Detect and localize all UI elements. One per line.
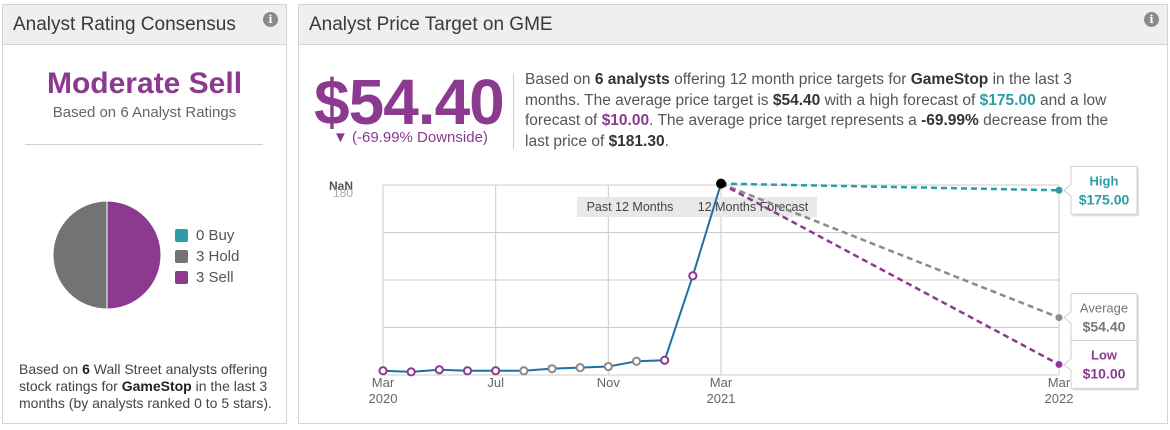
callout-name-average: Average xyxy=(1080,301,1128,316)
legend-swatch-buy xyxy=(175,229,188,242)
legend-label-sell: 3 Sell xyxy=(196,269,234,286)
history-point xyxy=(406,367,416,377)
summary-low: $10.00 xyxy=(601,112,650,129)
callout-box-average xyxy=(1070,293,1138,343)
history-point xyxy=(660,355,670,365)
forecast-line-high xyxy=(720,182,1060,192)
note-count: 6 xyxy=(82,361,90,377)
history-point xyxy=(688,271,698,281)
divider xyxy=(25,144,263,145)
downside-percent: ▼ (-69.99% Downside) xyxy=(333,129,488,146)
history-point xyxy=(575,363,585,373)
x-tick-year-label: 2021 xyxy=(707,391,736,406)
rating-panel-title: Analyst Rating Consensus xyxy=(13,14,236,35)
legend-label-buy: 0 Buy xyxy=(196,227,235,244)
history-point xyxy=(491,366,501,376)
summary-text: . xyxy=(664,132,669,150)
period-label-past: Past 12 Months xyxy=(587,200,674,214)
callout-box-low xyxy=(1070,339,1138,389)
pie-slice-hold xyxy=(52,200,108,310)
consensus-subtitle: Based on 6 Analyst Ratings xyxy=(52,104,237,121)
consensus-rating: Moderate Sell xyxy=(46,67,243,100)
x-tick-label: Mar xyxy=(372,375,395,390)
price-panel-title: Analyst Price Target on GME xyxy=(309,14,553,35)
y-tick-label: NaN xyxy=(329,179,353,193)
callout-value-high: $175.00 xyxy=(1079,191,1130,207)
history-point xyxy=(462,366,473,376)
x-tick-label: Mar xyxy=(1048,375,1071,390)
legend-swatch-sell xyxy=(175,271,188,284)
x-tick-label: Nov xyxy=(597,375,621,390)
history-point-last xyxy=(716,178,726,189)
history-point xyxy=(434,365,444,375)
x-tick-label: Mar xyxy=(710,375,733,390)
callout-box-high xyxy=(1070,165,1138,215)
rating-pie-chart xyxy=(52,200,162,310)
y-tick-label: 180 xyxy=(333,186,353,200)
forecast-point-average xyxy=(1055,314,1063,322)
summary-company: GameStop xyxy=(910,71,989,88)
price-target-panel: Analyst Price Target on GME i $54.40 ▼ (… xyxy=(298,4,1168,424)
summary-high: $175.00 xyxy=(979,91,1036,109)
forecast-point-low xyxy=(1055,360,1063,368)
callout-value-low: $10.00 xyxy=(1083,365,1126,381)
forecast-point-high xyxy=(1055,186,1063,194)
vertical-divider xyxy=(513,73,514,149)
price-target-summary: Based on 6 analysts offering 12 month pr… xyxy=(525,70,1125,152)
rating-note: Based on 6 Wall Street analysts offering… xyxy=(19,361,281,412)
summary-text: Based on xyxy=(525,71,595,88)
history-point xyxy=(603,361,613,372)
forecast-line-low xyxy=(720,182,1060,366)
legend-swatch-hold xyxy=(175,250,188,263)
summary-text: in the last 3 months. The average price … xyxy=(525,71,1072,109)
info-icon[interactable]: i xyxy=(1144,12,1159,27)
price-panel-header: Analyst Price Target on GME i xyxy=(299,5,1167,45)
summary-text: . The average price target represents a xyxy=(649,112,922,129)
callout-pointer xyxy=(1063,310,1072,325)
x-tick-year-label: 2022 xyxy=(1045,391,1074,406)
history-point xyxy=(631,356,642,366)
info-icon[interactable]: i xyxy=(263,12,278,27)
history-point xyxy=(378,366,388,376)
period-label-forecast: 12 Months Forecast xyxy=(698,200,809,214)
summary-text: offering 12 month price targets for xyxy=(669,71,911,88)
history-point xyxy=(547,364,557,374)
legend-label-hold: 3 Hold xyxy=(196,248,240,265)
pie-slice-sell xyxy=(106,200,162,310)
summary-text: decrease from the last price of xyxy=(525,112,1109,150)
rating-legend: 0 Buy 3 Hold 3 Sell xyxy=(175,225,239,288)
legend-item-sell: 3 Sell xyxy=(175,267,239,288)
note-text: Wall Street analysts offering stock rati… xyxy=(19,361,268,394)
summary-text: and a low forecast of xyxy=(525,91,1107,130)
x-tick-label: Jul xyxy=(487,375,504,390)
summary-pct: -69.99% xyxy=(921,112,979,129)
average-price-target: $54.40 xyxy=(314,66,505,138)
x-tick-year-label: 2020 xyxy=(369,391,398,406)
note-text: in the last 3 months (by analysts ranked… xyxy=(19,378,272,411)
analyst-rating-panel: Analyst Rating Consensus i Moderate Sell… xyxy=(2,4,287,424)
callout-name-high: High xyxy=(1090,173,1119,188)
history-point xyxy=(519,366,529,376)
callout-pointer xyxy=(1063,357,1072,372)
summary-text: with a high forecast of xyxy=(820,91,980,109)
summary-last-price: $181.30 xyxy=(608,132,665,150)
legend-item-buy: 0 Buy xyxy=(175,225,239,246)
callout-name-low: Low xyxy=(1091,347,1118,362)
rating-panel-header: Analyst Rating Consensus i xyxy=(3,5,286,45)
callout-pointer xyxy=(1063,183,1072,198)
forecast-line-average xyxy=(720,182,1060,319)
summary-analysts: 6 analysts xyxy=(594,71,670,88)
note-text: Based on xyxy=(19,361,83,377)
callout-value-average: $54.40 xyxy=(1083,319,1126,335)
note-company: GameStop xyxy=(121,378,192,394)
summary-avg: $54.40 xyxy=(772,91,821,109)
legend-item-hold: 3 Hold xyxy=(175,246,239,267)
